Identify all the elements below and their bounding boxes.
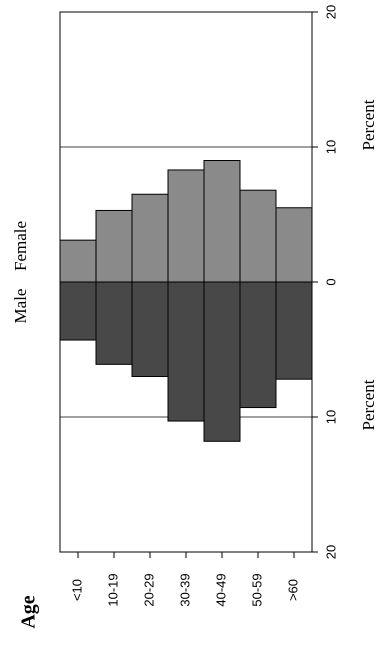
bar xyxy=(95,209,133,283)
bar xyxy=(167,281,205,422)
y-tick-label: 20 xyxy=(323,545,338,559)
plot-frame xyxy=(59,11,313,553)
category-title: Age xyxy=(18,595,40,628)
x-tick-label: 20-29 xyxy=(141,573,156,606)
y-tick-label: 10 xyxy=(323,140,338,154)
x-tick-label: >60 xyxy=(285,579,300,601)
bar xyxy=(203,281,241,442)
bar xyxy=(275,281,313,380)
bar xyxy=(131,193,169,283)
x-tick-label: 30-39 xyxy=(177,573,192,606)
x-tick-label: 50-59 xyxy=(249,573,264,606)
bar xyxy=(59,281,97,341)
x-tick-label: 40-49 xyxy=(213,573,228,606)
bar xyxy=(203,160,241,283)
legend-label: Female xyxy=(11,221,30,271)
bar xyxy=(59,239,97,283)
bar xyxy=(95,281,133,365)
bar xyxy=(131,281,169,377)
axis-label: Percent xyxy=(359,99,378,150)
legend-label: Male xyxy=(11,289,30,324)
axis-label: Percent xyxy=(359,379,378,430)
y-tick-label: 0 xyxy=(323,278,338,285)
x-tick-label: 10-19 xyxy=(105,573,120,606)
bar xyxy=(167,169,205,283)
y-tick-label: 20 xyxy=(323,5,338,19)
bar xyxy=(239,189,277,283)
y-tick-label: 10 xyxy=(323,410,338,424)
x-tick-label: <10 xyxy=(69,579,84,601)
bar xyxy=(239,281,277,409)
bar xyxy=(275,207,313,283)
